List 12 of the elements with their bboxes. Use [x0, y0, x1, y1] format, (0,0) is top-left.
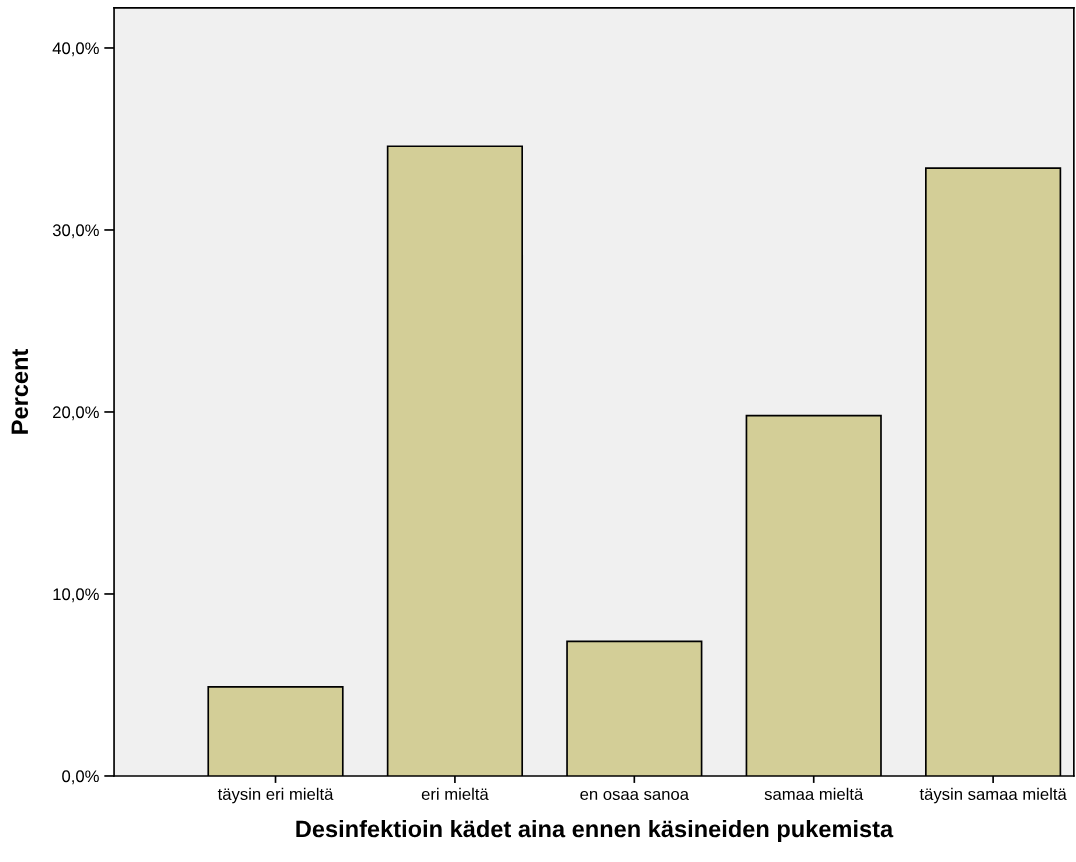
x-axis-title: Desinfektioin kädet aina ennen käsineiden pukemista — [296, 819, 894, 842]
x-tick-label: täysin eri mieltä — [217, 787, 334, 804]
y-tick-label: 30,0% — [52, 224, 99, 239]
x-tick-label: täysin samaa mieltä — [919, 787, 1067, 804]
x-tick-label: en osaa sanoa — [580, 790, 689, 801]
x-tick-label: eri mieltä — [421, 787, 489, 801]
y-tick-label: 0,0% — [62, 770, 99, 785]
y-tick-label: 20,0% — [53, 406, 99, 421]
x-tick-label: samaa mieltä — [764, 787, 864, 801]
y-tick-label: 40,0% — [52, 42, 99, 57]
y-tick-label: 10,0% — [53, 588, 99, 603]
y-axis-title: Percent — [11, 348, 29, 434]
